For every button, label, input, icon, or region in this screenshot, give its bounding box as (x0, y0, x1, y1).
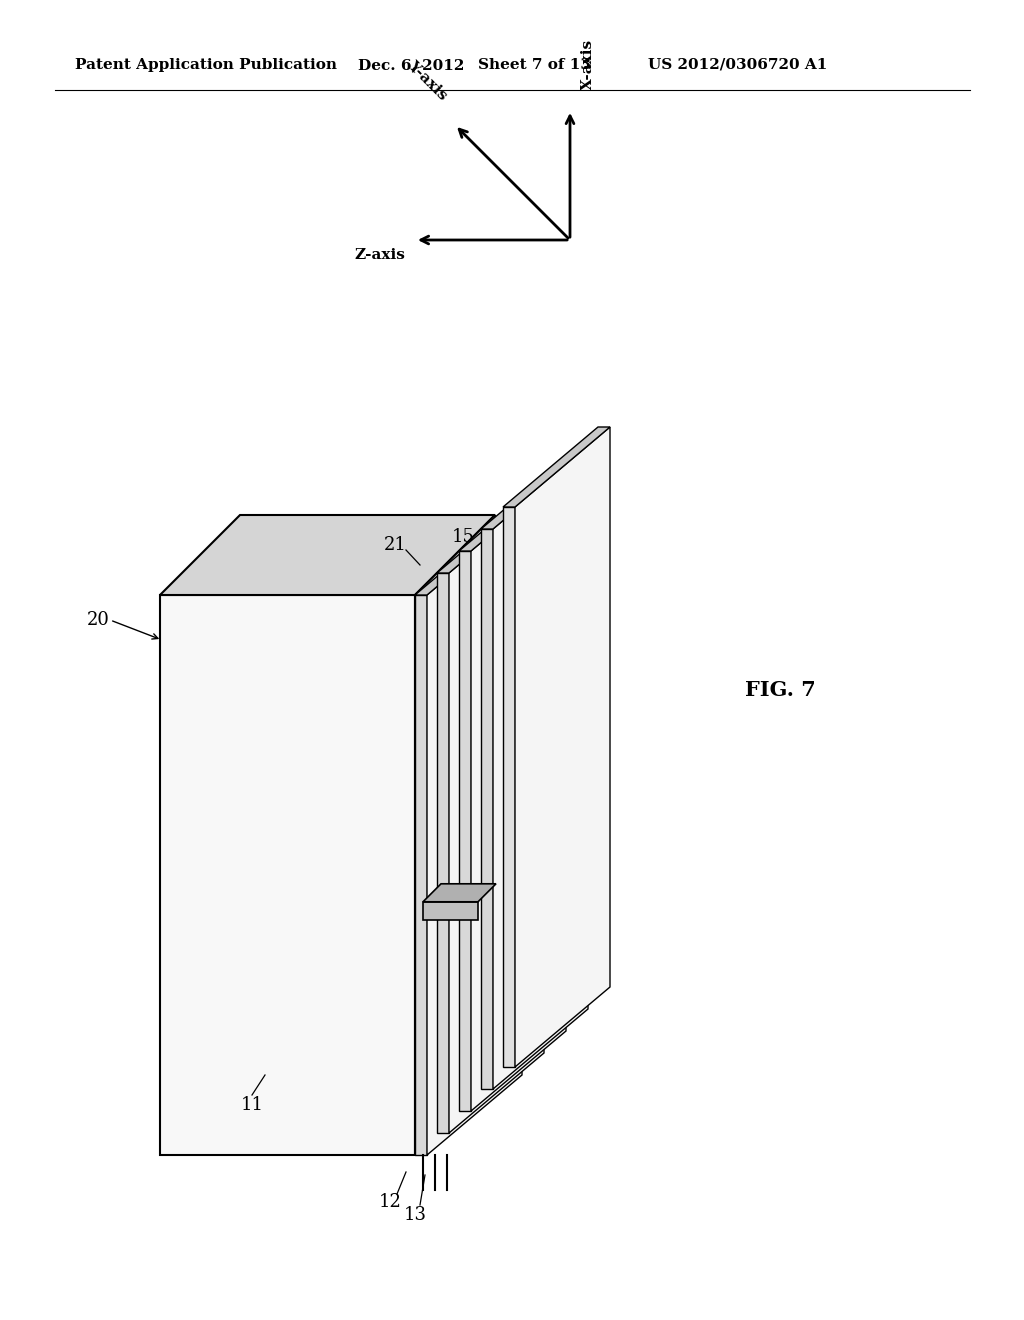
Text: Dec. 6, 2012: Dec. 6, 2012 (358, 58, 464, 73)
Polygon shape (449, 492, 544, 1133)
Polygon shape (471, 471, 566, 1111)
Polygon shape (160, 515, 495, 595)
Text: Y-axis: Y-axis (404, 58, 450, 103)
Polygon shape (503, 426, 610, 507)
Text: 11: 11 (241, 1096, 263, 1114)
Polygon shape (437, 492, 544, 573)
Text: X-axis: X-axis (581, 38, 595, 90)
Polygon shape (515, 426, 610, 1067)
Text: 22: 22 (547, 667, 569, 684)
Polygon shape (503, 507, 515, 1067)
Text: 15: 15 (452, 528, 474, 546)
Polygon shape (415, 515, 495, 1155)
Text: FIG. 7: FIG. 7 (744, 680, 815, 700)
Polygon shape (459, 471, 566, 550)
Polygon shape (415, 515, 522, 595)
Polygon shape (437, 573, 449, 1133)
Text: 21: 21 (384, 536, 407, 554)
Text: 12: 12 (379, 1193, 401, 1210)
Polygon shape (481, 449, 588, 529)
Polygon shape (493, 449, 588, 1089)
Polygon shape (481, 529, 493, 1089)
Polygon shape (427, 515, 522, 1155)
Polygon shape (160, 595, 415, 1155)
Text: US 2012/0306720 A1: US 2012/0306720 A1 (648, 58, 827, 73)
Polygon shape (459, 550, 471, 1111)
Text: Patent Application Publication: Patent Application Publication (75, 58, 337, 73)
Polygon shape (423, 884, 496, 902)
Polygon shape (415, 595, 427, 1155)
Text: Z-axis: Z-axis (354, 248, 406, 261)
Text: Sheet 7 of 13: Sheet 7 of 13 (478, 58, 591, 73)
Text: 13: 13 (403, 1206, 427, 1224)
Polygon shape (423, 902, 478, 920)
Text: 20: 20 (87, 611, 110, 630)
